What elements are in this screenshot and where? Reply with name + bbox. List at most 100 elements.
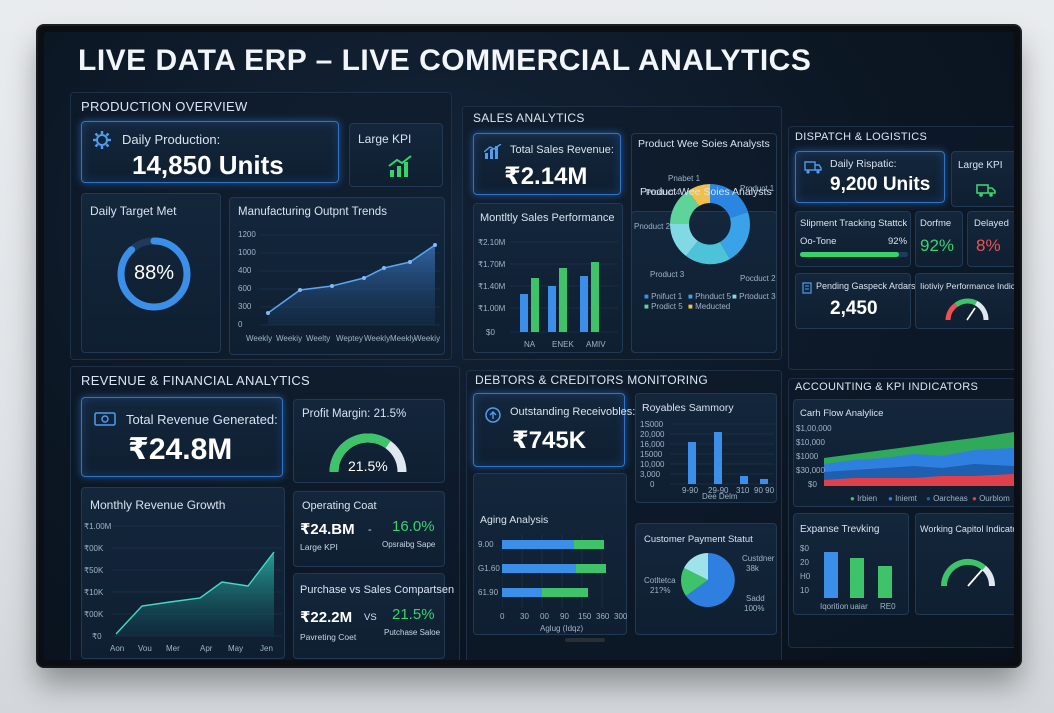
operating-cost-percent: 16.0% (392, 518, 435, 535)
monthly-y-tick: ₹2.10M (478, 238, 506, 247)
expense-y-tick: $0 (800, 544, 809, 553)
purchase-vs-sales-percent: 21.5% (392, 606, 435, 623)
cashflow-y-tick: $0 (808, 480, 817, 489)
payables-x-tick: 29-90 (708, 486, 729, 495)
donut-label-2: Product 1 (740, 184, 775, 193)
daily-production-card[interactable]: Daily Production: 14,850 Units (81, 121, 339, 183)
outstanding-receivables-value: ₹745K (512, 427, 587, 454)
monthly-y-tick: $0 (486, 328, 495, 337)
aging-x-tick: 300 (614, 612, 628, 621)
expense-chart (824, 552, 892, 598)
trend-x-tick: Weptey (336, 334, 363, 343)
daily-production-label: Daily Production: (122, 132, 221, 147)
legend-item-1: ■ Pnifuct 1 (644, 292, 683, 301)
expense-tracking-title: Expanse Trevking (800, 524, 880, 535)
operating-cost-value: ₹24.BM (300, 521, 355, 538)
purchase-vs-sales-vs: VS (364, 612, 377, 623)
trend-x-tick: Weekly (364, 334, 391, 343)
monthly-sales-card[interactable]: Montltly Sales Performance ₹2.10M ₹1.70M ₹… (473, 203, 623, 353)
sales-revenue-value: ₹2.14M (504, 163, 588, 190)
expense-y-tick: 10 (800, 586, 809, 595)
aging-y-tick: G1.60 (478, 564, 500, 573)
trend-y-tick: 400 (238, 266, 252, 275)
payment-left-percent: 21?% (650, 586, 671, 595)
payables-y-tick: 1S000 (640, 420, 664, 429)
product-donut-panel: Pnabet 1 Product 1 Product 4 Pnoduct 2 P… (631, 133, 777, 353)
trend-y-tick: 300 (238, 302, 252, 311)
ontime-box-card[interactable]: Dorfme 92% (915, 211, 963, 267)
tv-frame: LIVE DATA ERP – LIVE COMMERCIAL ANALYTIC… (38, 26, 1020, 666)
aging-x-label: Aglug (Idqz) (540, 624, 584, 633)
operating-cost-sub-right: Opsraibg Sape (382, 540, 436, 549)
cashflow-legend-1: ● Irbien (850, 494, 878, 503)
payables-y-tick: 10,000 (640, 460, 665, 469)
payables-x-label: Dee Delm (702, 492, 738, 501)
dispatch-large-kpi-card[interactable]: Large KPI (951, 151, 1014, 207)
growth-chart-icon (388, 155, 412, 177)
donut-label-1: Pnabet 1 (668, 174, 701, 183)
outstanding-receivables-label: Outstanding Receivobles: (510, 406, 636, 418)
shipment-tracking-title: Slipment Tracking Stattck (800, 218, 908, 229)
delayed-card[interactable]: Delayed 8% (967, 211, 1014, 267)
sales-revenue-label: Total Sales Revenue: (510, 144, 614, 156)
trend-x-tick: Meekly (390, 334, 416, 343)
daily-dispatch-card[interactable]: Daily Rispatic: 9,200 Units (795, 151, 945, 203)
aging-analysis-card[interactable]: Aging Analysis Aglug (Idqz) 9.00 G1.60 61.… (473, 473, 627, 635)
sales-revenue-card[interactable]: Total Sales Revenue: ₹2.14M (473, 133, 621, 195)
operating-cost-card[interactable]: Operating Coat ₹24.BM - 16.0% Large KPI … (293, 491, 445, 567)
ontime-percent: 92% (888, 236, 908, 247)
purchase-vs-sales-sub-right: Putchase Saloe (384, 628, 441, 637)
manufacturing-trend-card[interactable]: Manufacturing Outpnt Trends (229, 197, 445, 355)
receivables-icon (485, 407, 501, 423)
expense-x-tick: uaiar (850, 602, 868, 611)
payables-y-tick: 20,000 (640, 430, 665, 439)
cash-flow-card[interactable]: Carh Flow Analylice ● Irbien ● Iniemt ● … (793, 399, 1014, 507)
expense-tracking-card[interactable]: Expanse Trevking $0 20 H0 10 Iqorition uaiar R… (793, 513, 909, 615)
growth-y-tick: ₹00K (84, 544, 104, 553)
cashflow-legend-3: ● Oarcheas (926, 494, 968, 503)
aging-chart (502, 534, 606, 608)
daily-dispatch-label: Daily Rispatic: (830, 158, 897, 170)
profit-margin-card[interactable]: Profit Margin: 21.5% 21.5% (293, 399, 445, 483)
purchase-vs-sales-value: ₹22.2M (300, 609, 353, 626)
bar-chart-icon (484, 144, 502, 159)
aging-x-tick: 360 (596, 612, 610, 621)
monthly-x-tick: ENEK (552, 340, 574, 349)
cashflow-legend-2: ● Iniemt (888, 494, 917, 503)
payables-y-tick: 16,000 (640, 440, 665, 449)
purchase-vs-sales-title: Purchase vs Sales Compartsen (300, 584, 455, 596)
manufacturing-trend-title: Manufacturing Outpnt Trends (238, 206, 387, 218)
pending-orders-card[interactable]: Pending Gaspeck Ardars 2,450 (795, 273, 916, 329)
growth-x-tick: Mer (166, 644, 180, 653)
operating-cost-label: Operating Coat (302, 500, 377, 512)
trend-y-tick: 600 (238, 284, 252, 293)
accounting-section-title: ACCOUNTING & KPI INDICATORS (795, 381, 979, 393)
growth-x-tick: Vou (138, 644, 152, 653)
expense-x-tick: RE0 (880, 602, 896, 611)
aging-y-tick: 61.90 (478, 588, 499, 597)
monthly-revenue-growth-title: Monthly Revenue Growth (90, 498, 226, 512)
delivery-performance-card[interactable]: Iiotiviy Performance Indicator (915, 273, 1014, 329)
working-capital-card[interactable]: Working Capitol Indicator (915, 513, 1014, 615)
profit-margin-gauge (329, 433, 407, 473)
production-large-kpi-card[interactable]: Large KPI (349, 123, 443, 187)
customer-payment-title: Customer Payment Statut (644, 534, 753, 545)
gear-icon (93, 131, 111, 149)
tv-bezel-sensor (565, 638, 605, 642)
total-revenue-card[interactable]: Total Revenue Generated: ₹24.8M (81, 397, 283, 477)
daily-target-ring (117, 237, 191, 311)
monthly-revenue-growth-card[interactable]: Monthly Revenue Growth ₹1.00M ₹00K ₹50K ₹10… (81, 487, 285, 659)
daily-target-card[interactable]: Daily Target Met 88% (81, 193, 221, 353)
delayed-value: 8% (976, 236, 1001, 255)
pending-orders-value: 2,450 (830, 298, 878, 319)
ontime-box-label: Dorfme (920, 218, 952, 229)
shipment-tracking-card[interactable]: Slipment Tracking Stattck Oo-Tone 92% (795, 211, 911, 267)
daily-production-value: 14,850 Units (132, 150, 284, 180)
daily-dispatch-value: 9,200 Units (830, 174, 931, 195)
monthly-x-tick: NA (524, 340, 536, 349)
outstanding-receivables-card[interactable]: Outstanding Receivobles: ₹745K (473, 393, 635, 467)
customer-payment-card[interactable]: Customer Payment Statut Cotltetca 21?% C… (635, 523, 777, 635)
payables-x-tick: 310 (736, 486, 750, 495)
purchase-vs-sales-card[interactable]: Purchase vs Sales Compartsen ₹22.2M VS 2… (293, 573, 454, 659)
payables-summary-card[interactable]: Royables Sammory Dee Delm 1S000 20,000 16,… (635, 393, 777, 503)
